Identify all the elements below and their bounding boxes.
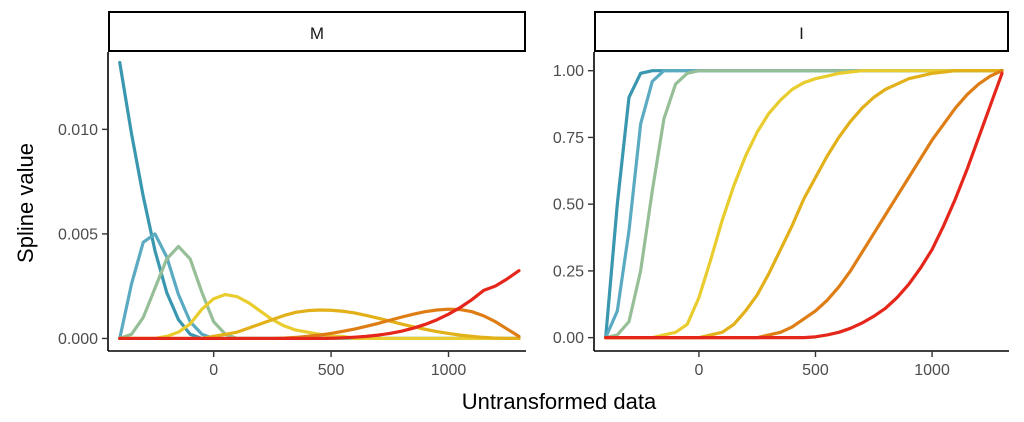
strip-label: I: [799, 24, 804, 43]
x-tick-label: 0: [694, 362, 703, 379]
x-tick-label: 500: [802, 362, 829, 379]
spline-curve-3: [604, 69, 1004, 340]
y-tick-label: 0.00: [553, 330, 584, 347]
y-tick-label: 0.75: [553, 130, 584, 147]
panel-i: I 0 500 1000 0.00 0.25 0.50 0.75 1.00: [553, 11, 1009, 379]
y-axis-title: Spline value: [13, 143, 38, 263]
y-tick-label: 0.25: [553, 263, 584, 280]
y-tick-label: 1.00: [553, 63, 584, 80]
x-tick-label: 500: [318, 362, 345, 379]
panel-m: M 0 500 1000 0.000 0.005 0.010: [58, 11, 526, 379]
spline-curve-7: [604, 71, 1004, 340]
x-tick-label: 0: [209, 362, 218, 379]
spline-curve-7: [118, 269, 521, 341]
strip-box: [108, 11, 526, 52]
spline-curve-4: [604, 69, 1004, 340]
y-tick-label: 0.005: [58, 226, 98, 243]
y-tick-label: 0.000: [58, 331, 98, 348]
strip-box: [594, 11, 1009, 52]
y-tick-label: 0.010: [58, 122, 98, 139]
x-tick-label: 1000: [431, 362, 467, 379]
x-axis-title: Untransformed data: [462, 389, 657, 414]
spline-curve-3: [118, 244, 521, 341]
strip-label: M: [310, 24, 324, 43]
y-tick-label: 0.50: [553, 197, 584, 214]
x-tick-label: 1000: [914, 362, 950, 379]
